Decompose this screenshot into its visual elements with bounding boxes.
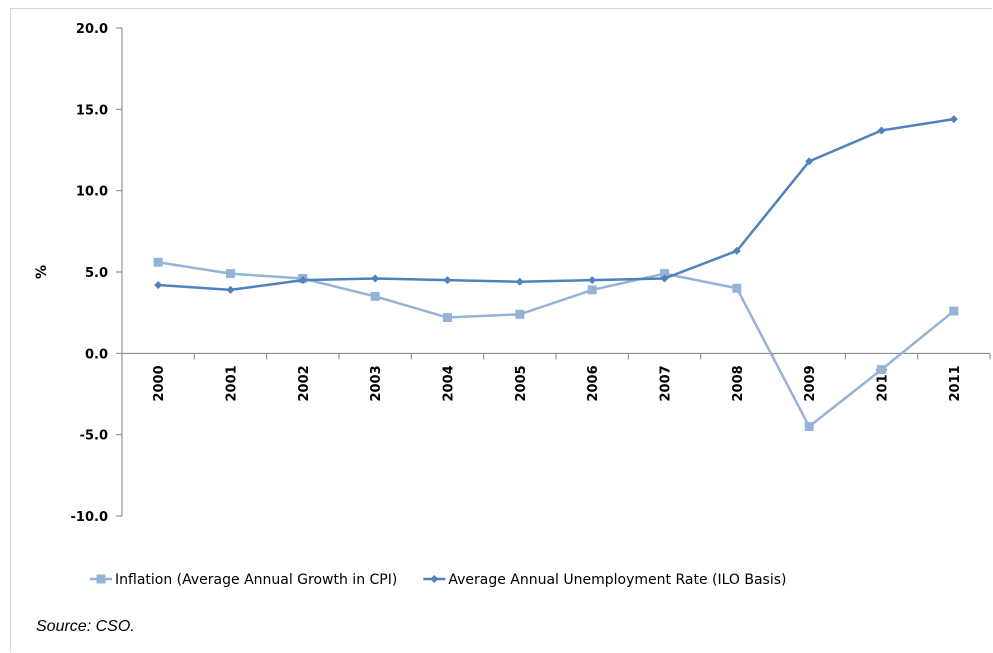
x-tick-label: 2003 xyxy=(369,365,384,401)
series-unemployment xyxy=(154,115,958,294)
data-point xyxy=(153,257,163,267)
legend-label: Average Annual Unemployment Rate (ILO Ba… xyxy=(448,572,786,588)
legend-item: Average Annual Unemployment Rate (ILO Ba… xyxy=(423,572,787,588)
series-line xyxy=(157,261,955,429)
data-point xyxy=(732,283,742,293)
legend-swatch-marker xyxy=(430,575,439,583)
x-tick-label: 2009 xyxy=(803,365,818,401)
data-point xyxy=(732,246,741,255)
data-point xyxy=(371,274,380,283)
data-point xyxy=(226,285,235,294)
x-tick-label: 2001 xyxy=(225,365,240,401)
x-tick-label: 2002 xyxy=(297,365,312,401)
data-point xyxy=(587,285,597,295)
data-point xyxy=(443,276,452,285)
data-point xyxy=(515,277,524,286)
data-point xyxy=(949,115,958,124)
data-point xyxy=(877,126,886,135)
legend-label: Inflation (Average Annual Growth in CPI) xyxy=(115,572,397,588)
legend-item: Inflation (Average Annual Growth in CPI) xyxy=(90,572,397,588)
y-axis-label: % xyxy=(34,265,50,279)
data-point xyxy=(298,276,307,285)
x-tick-label: 2011 xyxy=(948,365,963,401)
x-tick-label: 2010 xyxy=(876,365,891,401)
data-point xyxy=(660,269,669,279)
x-ticks: 2000 2001 2002 2003 2004 2005 2006 2007 2008 2009… xyxy=(121,353,991,402)
y-tick-label: -10.0 xyxy=(71,510,108,525)
data-point xyxy=(515,309,525,319)
series xyxy=(153,115,959,432)
data-point xyxy=(804,422,814,432)
data-point xyxy=(370,291,380,301)
y-tick-label: 20.0 xyxy=(76,22,108,37)
legend-swatch-marker xyxy=(96,574,106,584)
data-point xyxy=(443,313,452,323)
data-point xyxy=(660,274,669,283)
chart-frame xyxy=(10,8,992,652)
y-tick-label: -5.0 xyxy=(80,429,108,444)
data-point xyxy=(154,281,163,290)
data-point xyxy=(588,276,597,285)
legend: Inflation (Average Annual Growth in CPI)… xyxy=(90,572,787,588)
x-tick-label: 2005 xyxy=(514,365,529,401)
source-note: Source: CSO. xyxy=(36,618,135,635)
x-tick-label: 2006 xyxy=(586,365,601,401)
x-tick-label: 2000 xyxy=(152,365,167,401)
data-point xyxy=(226,269,235,279)
y-tick-label: 5.0 xyxy=(85,266,108,281)
y-tick-label: 0.0 xyxy=(85,347,108,362)
series-line xyxy=(158,117,955,292)
y-ticks: 20.0 15.0 10.0 5.0 0.0 -5.0 -10.0 xyxy=(71,22,122,525)
data-point xyxy=(877,365,886,375)
x-tick-label: 2004 xyxy=(442,365,457,401)
x-tick-label: 2007 xyxy=(659,365,674,401)
y-tick-label: 15.0 xyxy=(76,103,108,118)
x-tick-label: 2008 xyxy=(731,365,746,401)
data-point xyxy=(805,157,814,166)
y-tick-label: 10.0 xyxy=(76,185,108,200)
data-point xyxy=(949,306,959,316)
